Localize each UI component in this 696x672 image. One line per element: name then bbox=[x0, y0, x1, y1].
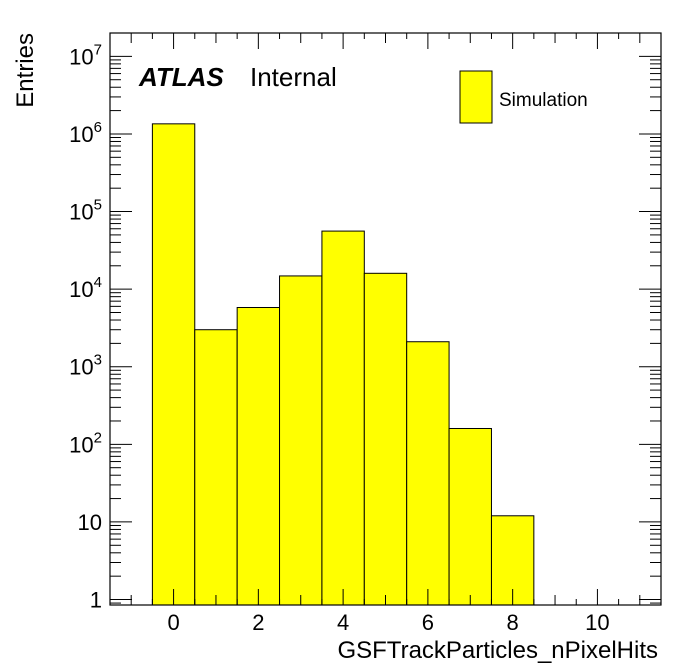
y-tick-label: 106 bbox=[69, 119, 102, 147]
histogram-bar bbox=[363, 272, 408, 606]
histogram-bar bbox=[406, 341, 450, 606]
y-tick-label: 103 bbox=[69, 352, 102, 380]
y-tick-label: 1 bbox=[90, 588, 102, 613]
x-axis-title: GSFTrackParticles_nPixelHits bbox=[337, 637, 658, 664]
x-tick-label: 0 bbox=[167, 610, 179, 635]
x-tick-label: 2 bbox=[252, 610, 264, 635]
atlas-label: ATLAS Internal bbox=[138, 62, 337, 92]
y-tick-label: 107 bbox=[69, 41, 102, 69]
y-tick-label: 10 bbox=[78, 510, 102, 535]
x-tick-label: 6 bbox=[422, 610, 434, 635]
histogram-bar bbox=[448, 427, 492, 606]
legend-label: Simulation bbox=[499, 90, 588, 111]
legend: Simulation bbox=[459, 70, 588, 124]
atlas-label-internal: Internal bbox=[250, 62, 337, 92]
legend-swatch bbox=[459, 70, 493, 124]
histogram-bar bbox=[194, 329, 238, 606]
x-tick-label: 4 bbox=[337, 610, 349, 635]
histogram-bars bbox=[151, 123, 535, 606]
y-tick-label: 104 bbox=[69, 274, 102, 302]
y-axis-ticks: 1 10 102 103 104 105 106 107 bbox=[69, 41, 661, 613]
y-tick-label: 102 bbox=[69, 429, 102, 457]
histogram-bar bbox=[279, 275, 323, 606]
histogram-bar bbox=[236, 307, 281, 606]
x-axis-ticks: 0 2 4 6 8 10 bbox=[109, 33, 662, 635]
histogram-bar bbox=[151, 123, 196, 606]
histogram-bar bbox=[321, 230, 365, 606]
x-tick-label: 8 bbox=[507, 610, 519, 635]
x-tick-label: 10 bbox=[585, 610, 609, 635]
atlas-label-bold: ATLAS bbox=[138, 62, 224, 92]
y-tick-label: 105 bbox=[69, 197, 102, 225]
y-axis-title: Entries bbox=[12, 33, 39, 108]
